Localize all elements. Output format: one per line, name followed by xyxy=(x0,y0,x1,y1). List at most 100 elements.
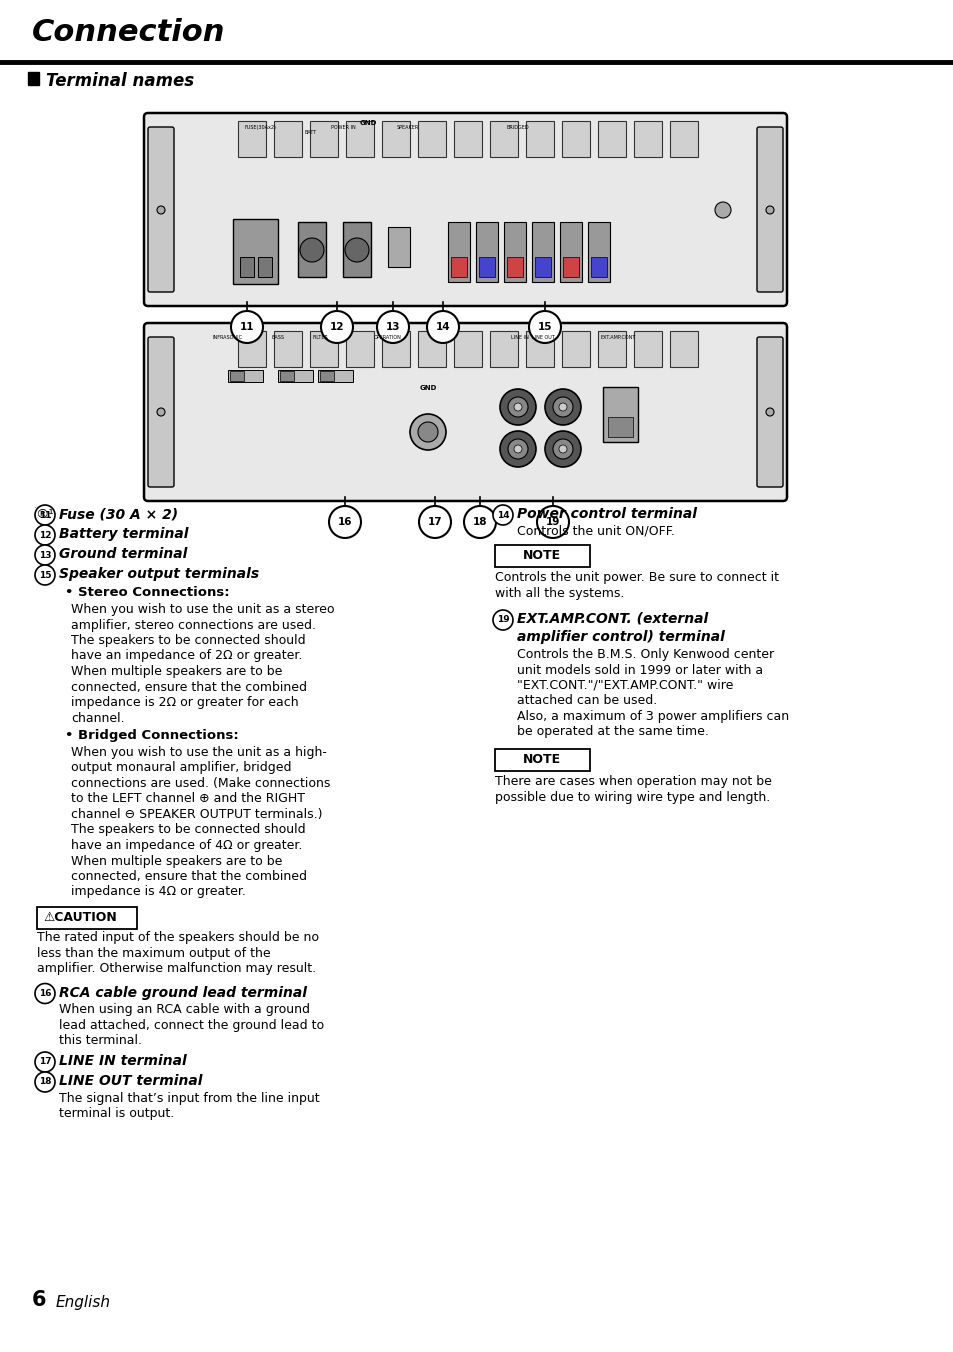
Bar xyxy=(240,257,253,277)
Bar xyxy=(417,120,446,157)
Text: Connection: Connection xyxy=(32,18,225,47)
Text: When you wish to use the unit as a high-: When you wish to use the unit as a high- xyxy=(71,746,327,758)
Text: Also, a maximum of 3 power amplifiers can: Also, a maximum of 3 power amplifiers ca… xyxy=(517,710,788,723)
Bar xyxy=(490,120,517,157)
Bar xyxy=(448,222,470,283)
Bar xyxy=(280,370,294,381)
Bar xyxy=(310,120,337,157)
Text: amplifier. Otherwise malfunction may result.: amplifier. Otherwise malfunction may res… xyxy=(37,963,315,975)
Text: amplifier, stereo connections are used.: amplifier, stereo connections are used. xyxy=(71,618,315,631)
Text: • Stereo Connections:: • Stereo Connections: xyxy=(65,585,230,599)
Circle shape xyxy=(329,506,360,538)
Text: When you wish to use the unit as a stereo: When you wish to use the unit as a stere… xyxy=(71,603,335,617)
Bar xyxy=(669,331,698,366)
Bar xyxy=(417,331,446,366)
Circle shape xyxy=(427,311,458,343)
Text: possible due to wiring wire type and length.: possible due to wiring wire type and len… xyxy=(495,791,769,803)
Bar xyxy=(230,370,244,381)
Bar xyxy=(562,257,578,277)
FancyBboxPatch shape xyxy=(757,127,782,292)
Text: EXT.AMP.CONT: EXT.AMP.CONT xyxy=(599,335,635,339)
Bar xyxy=(274,120,302,157)
Text: EXT.AMP.CONT. (external: EXT.AMP.CONT. (external xyxy=(517,612,707,626)
Circle shape xyxy=(765,206,773,214)
Text: unit models sold in 1999 or later with a: unit models sold in 1999 or later with a xyxy=(517,664,762,676)
Text: NOTE: NOTE xyxy=(522,753,560,767)
Text: English: English xyxy=(56,1295,111,1310)
Text: 18: 18 xyxy=(39,1078,51,1087)
Text: There are cases when operation may not be: There are cases when operation may not b… xyxy=(495,775,771,788)
Text: connections are used. (Make connections: connections are used. (Make connections xyxy=(71,777,330,790)
Circle shape xyxy=(553,397,573,416)
Circle shape xyxy=(463,506,496,538)
Bar xyxy=(37,907,137,929)
Text: Terminal names: Terminal names xyxy=(46,72,193,91)
Bar xyxy=(228,370,263,383)
Bar xyxy=(297,222,326,277)
Bar xyxy=(602,387,638,442)
Bar xyxy=(388,227,410,266)
Text: "EXT.CONT."/"EXT.AMP.CONT." wire: "EXT.CONT."/"EXT.AMP.CONT." wire xyxy=(517,679,733,692)
Circle shape xyxy=(558,403,566,411)
Text: The speakers to be connected should: The speakers to be connected should xyxy=(71,634,305,648)
Text: LINE IN terminal: LINE IN terminal xyxy=(59,1055,187,1068)
Text: BASS: BASS xyxy=(272,335,284,339)
Text: have an impedance of 2Ω or greater.: have an impedance of 2Ω or greater. xyxy=(71,649,302,662)
Text: 15: 15 xyxy=(537,322,552,333)
Bar xyxy=(346,120,374,157)
Text: RCA cable ground lead terminal: RCA cable ground lead terminal xyxy=(59,986,307,999)
Bar xyxy=(532,222,554,283)
Bar xyxy=(590,257,606,277)
Circle shape xyxy=(417,422,437,442)
FancyBboxPatch shape xyxy=(144,114,786,306)
Text: 12: 12 xyxy=(330,322,344,333)
Circle shape xyxy=(507,439,527,458)
Text: to the LEFT channel ⊕ and the RIGHT: to the LEFT channel ⊕ and the RIGHT xyxy=(71,792,305,806)
Text: FUSE(30Ax2): FUSE(30Ax2) xyxy=(244,124,275,130)
Text: Ground terminal: Ground terminal xyxy=(59,548,187,561)
Bar xyxy=(277,370,313,383)
Circle shape xyxy=(35,1052,55,1072)
Bar xyxy=(561,331,589,366)
Text: 14: 14 xyxy=(436,322,450,333)
Circle shape xyxy=(345,238,369,262)
Circle shape xyxy=(35,1072,55,1092)
Bar xyxy=(561,120,589,157)
Circle shape xyxy=(410,414,446,450)
Text: 12: 12 xyxy=(39,530,51,539)
Circle shape xyxy=(514,445,521,453)
Circle shape xyxy=(544,389,580,425)
Text: Controls the unit power. Be sure to connect it: Controls the unit power. Be sure to conn… xyxy=(495,571,779,584)
Circle shape xyxy=(553,439,573,458)
Text: have an impedance of 4Ω or greater.: have an impedance of 4Ω or greater. xyxy=(71,840,302,852)
Text: 18: 18 xyxy=(473,516,487,527)
Text: connected, ensure that the combined: connected, ensure that the combined xyxy=(71,680,307,694)
Bar xyxy=(669,120,698,157)
Text: INFRASONIC: INFRASONIC xyxy=(213,335,243,339)
Bar xyxy=(451,257,467,277)
Circle shape xyxy=(35,983,55,1003)
Text: The rated input of the speakers should be no: The rated input of the speakers should b… xyxy=(37,932,318,944)
Text: terminal is output.: terminal is output. xyxy=(59,1107,174,1121)
Text: Controls the B.M.S. Only Kenwood center: Controls the B.M.S. Only Kenwood center xyxy=(517,648,773,661)
Text: 14: 14 xyxy=(497,511,509,519)
Text: 15: 15 xyxy=(39,571,51,580)
Text: with all the systems.: with all the systems. xyxy=(495,587,623,599)
Bar xyxy=(381,120,410,157)
Circle shape xyxy=(418,506,451,538)
Text: impedance is 4Ω or greater.: impedance is 4Ω or greater. xyxy=(71,886,246,899)
Circle shape xyxy=(299,238,324,262)
FancyBboxPatch shape xyxy=(757,337,782,487)
Text: be operated at the same time.: be operated at the same time. xyxy=(517,726,708,738)
Bar xyxy=(587,222,609,283)
Text: 13: 13 xyxy=(39,550,51,560)
Bar xyxy=(343,222,371,277)
Bar xyxy=(525,331,554,366)
Text: NOTE: NOTE xyxy=(522,549,560,562)
Text: 19: 19 xyxy=(545,516,559,527)
Text: BRIDGED: BRIDGED xyxy=(506,124,529,130)
Bar xyxy=(634,120,661,157)
Text: impedance is 2Ω or greater for each: impedance is 2Ω or greater for each xyxy=(71,696,298,708)
Text: this terminal.: this terminal. xyxy=(59,1034,142,1048)
Text: channel.: channel. xyxy=(71,711,125,725)
